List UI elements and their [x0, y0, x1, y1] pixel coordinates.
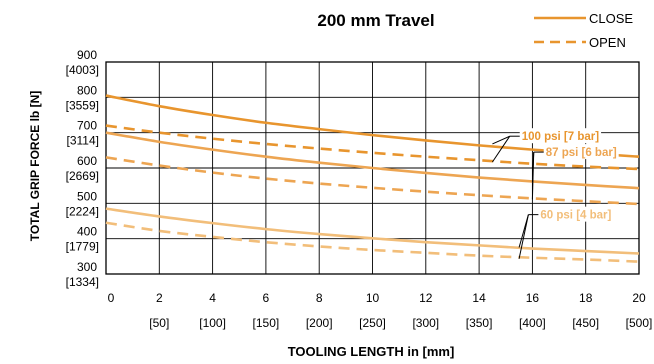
chart-title: 200 mm Travel: [317, 11, 434, 30]
y-tick-label: 500: [77, 189, 97, 203]
x-tick-label: 10: [366, 291, 380, 305]
y-tick-sublabel: [1779]: [66, 240, 99, 254]
x-tick-label: 20: [632, 291, 646, 305]
x-tick-sublabel: [350]: [466, 316, 493, 330]
x-tick-label: 8: [316, 291, 323, 305]
plot-frame: [105, 61, 640, 275]
pressure-label-background: [543, 144, 619, 160]
legend-label-open: OPEN: [589, 35, 626, 50]
pointer-line: [518, 214, 529, 259]
y-tick-label: 900: [77, 48, 97, 62]
y-axis-label: TOTAL GRIP FORCE lb [N]: [28, 91, 42, 241]
x-tick-sublabel: [250]: [359, 316, 386, 330]
y-tick-label: 800: [77, 83, 97, 97]
series-line-p60-close: [105, 207, 640, 255]
x-tick-sublabel: [450]: [572, 316, 599, 330]
x-tick-sublabel: [300]: [412, 316, 439, 330]
x-tick-sublabel: [150]: [253, 316, 280, 330]
x-tick-sublabel: [100]: [199, 316, 226, 330]
x-tick-label: 2: [156, 291, 163, 305]
x-tick-label: 0: [108, 291, 115, 305]
series-line-p100-open: [105, 124, 640, 171]
x-tick-label: 14: [472, 291, 486, 305]
x-tick-label: 4: [209, 291, 216, 305]
series-line-p60-open: [105, 221, 640, 263]
pointer-line: [531, 152, 535, 200]
x-tick-label: 18: [579, 291, 593, 305]
y-tick-sublabel: [3559]: [66, 98, 99, 112]
pressure-label-background: [538, 206, 614, 222]
x-tick-label: 16: [526, 291, 540, 305]
y-tick-label: 700: [77, 119, 97, 133]
y-tick-label: 300: [77, 260, 97, 274]
tick-labels: 0 2 [50] 4 [100] 6 [150] 8 [200] 10 [250] 12 [300] 14…: [66, 48, 653, 330]
y-tick-sublabel: [2669]: [66, 169, 99, 183]
y-tick-sublabel: [1334]: [66, 275, 99, 289]
pointer-line: [492, 135, 511, 163]
pointer-line: [492, 135, 510, 145]
y-tick-sublabel: [3114]: [67, 134, 99, 148]
series-line-p87-close: [105, 131, 640, 190]
x-axis-label: TOOLING LENGTH in [mm]: [288, 344, 455, 359]
x-tick-label: 6: [263, 291, 270, 305]
legend-label-close: CLOSE: [589, 11, 633, 26]
x-tick-sublabel: [400]: [519, 316, 546, 330]
annotations: 100 psi [7 bar] 87 psi [6 bar] 60 psi [4 b…: [492, 128, 619, 259]
x-tick-label: 12: [419, 291, 433, 305]
pressure-label: 100 psi [7 bar]: [522, 131, 600, 143]
y-tick-label: 600: [77, 154, 97, 168]
pressure-label: 60 psi [4 bar]: [540, 210, 611, 222]
y-tick-sublabel: [2224]: [66, 204, 99, 218]
pressure-label-background: [519, 128, 602, 144]
y-tick-label: 400: [77, 225, 97, 239]
x-tick-sublabel: [500]: [626, 316, 653, 330]
legend: CLOSE OPEN: [534, 11, 633, 50]
x-tick-sublabel: [50]: [149, 316, 169, 330]
series-line-p87-open: [105, 156, 640, 206]
y-tick-sublabel: [4003]: [66, 63, 99, 77]
x-tick-sublabel: [200]: [306, 316, 333, 330]
axes: [105, 61, 640, 275]
pressure-label: 87 psi [6 bar]: [546, 147, 617, 159]
